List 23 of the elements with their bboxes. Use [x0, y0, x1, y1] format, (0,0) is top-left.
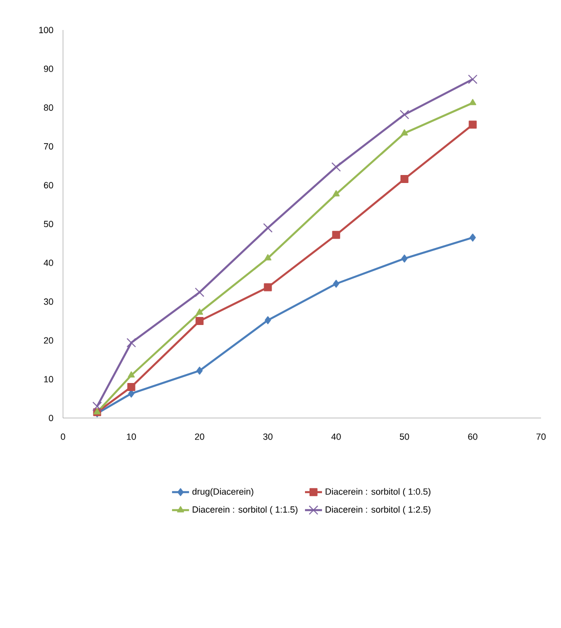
- y-tick-label: 50: [44, 220, 54, 228]
- x-tick-label: 0: [60, 433, 66, 440]
- legend-label: Diacerein : sorbitol ( 1:2.5): [326, 506, 430, 514]
- legend-label: Diacerein : sorbitol ( 1:1.5): [192, 506, 298, 514]
- legend-label: drug(Diacerein): [192, 488, 254, 496]
- x-tick-label: 40: [331, 433, 341, 440]
- x-tick-label: 30: [263, 433, 272, 440]
- y-tick-label: 60: [44, 182, 54, 188]
- x-tick-label: 70: [536, 433, 546, 440]
- x-tick-label: 20: [195, 433, 204, 440]
- y-tick-label: 70: [44, 143, 54, 150]
- x-tick-label: 60: [468, 433, 478, 440]
- y-tick-label: 20: [44, 337, 54, 344]
- y-tick-label: 100: [39, 26, 54, 34]
- y-tick-label: 10: [44, 376, 54, 382]
- x-tick-label: 50: [400, 433, 410, 440]
- y-tick-label: 40: [44, 260, 54, 266]
- x-tick-label: 10: [126, 433, 136, 440]
- y-tick-label: 30: [44, 298, 54, 305]
- legend-label: Diacerein : sorbitol ( 1:0.5): [326, 488, 430, 496]
- y-tick-label: 90: [44, 66, 54, 72]
- y-tick-label: 0: [48, 414, 54, 422]
- y-tick-label: 80: [44, 104, 54, 111]
